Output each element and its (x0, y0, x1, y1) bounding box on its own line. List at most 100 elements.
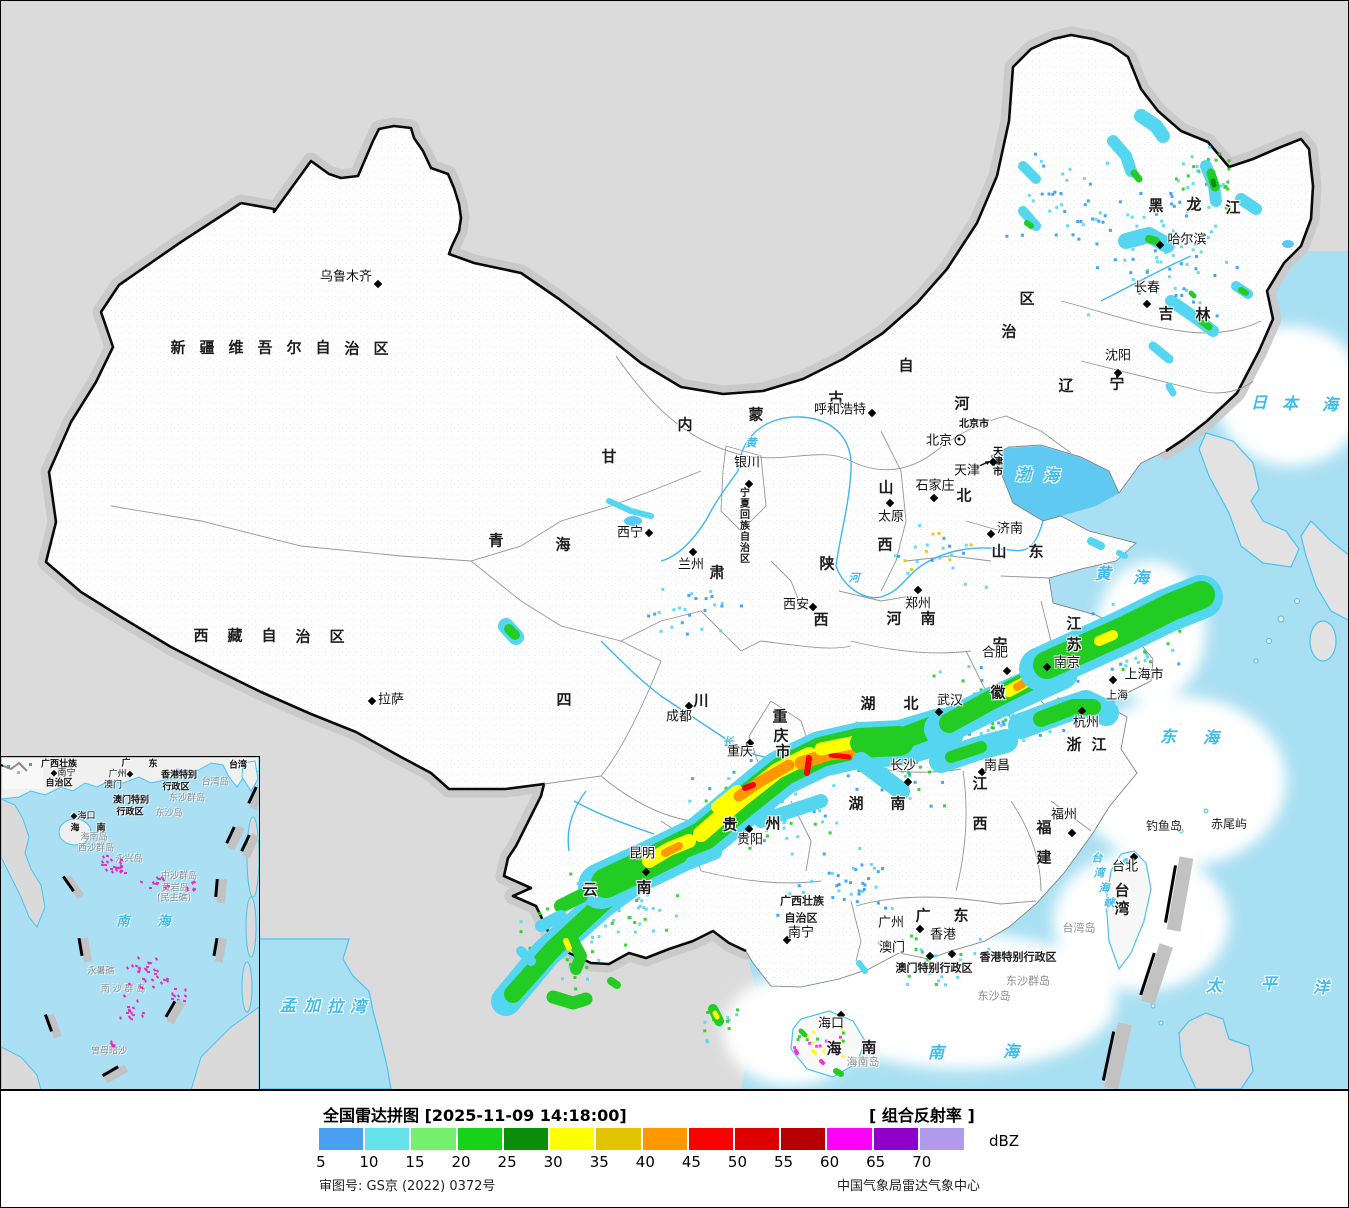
legend-cell-10 (365, 1128, 410, 1150)
inset-label: 永暑礁 (87, 966, 115, 977)
echo-speckle (867, 877, 871, 881)
echo-speckle (1153, 249, 1157, 253)
legend-cell-20 (457, 1128, 502, 1150)
echo-speckle (1219, 184, 1223, 188)
reef-speck (131, 1013, 135, 1016)
echo-speckle (917, 787, 921, 791)
legend-tick-65: 65 (866, 1153, 886, 1171)
echo-speckle (794, 792, 798, 796)
legend-tick-15: 15 (405, 1153, 425, 1171)
echo-speckle (903, 559, 907, 563)
echo-blob (607, 977, 621, 989)
reef-speck (140, 1014, 144, 1018)
echo-speckle (1196, 271, 1200, 275)
reef-speck (183, 993, 187, 998)
echo-speckle (925, 958, 929, 962)
echo-speckle (959, 952, 963, 956)
echo-speckle (812, 1030, 816, 1034)
echo-speckle (748, 846, 752, 850)
echo-speckle (844, 879, 848, 883)
china-radar-map: 新疆维吾尔自治区西藏自治区青海甘肃陕西山西河北山东河南内蒙古自治区黑龙江吉林辽宁… (1, 1, 1348, 1089)
echo-blob (661, 842, 683, 857)
echo-speckle (1214, 158, 1218, 162)
echo-blob (1210, 178, 1217, 188)
echo-speckle (1131, 278, 1135, 282)
echo-blob (1087, 537, 1105, 550)
echo-speckle (880, 788, 884, 792)
echo-speckle (688, 799, 692, 803)
echo-speckle (936, 961, 940, 965)
echo-speckle (1060, 203, 1064, 207)
echo-speckle (906, 571, 910, 575)
echo-speckle (546, 907, 550, 911)
echo-speckle (938, 670, 942, 674)
echo-blob (733, 759, 795, 802)
echo-speckle (1139, 191, 1143, 195)
echo-blob (711, 785, 743, 813)
legend-tick-5: 5 (316, 1153, 326, 1171)
echo-speckle (785, 836, 789, 840)
echo-speckle (1077, 237, 1081, 241)
echo-speckle (997, 721, 1001, 725)
echo-speckle (1166, 642, 1170, 646)
echo-speckle (841, 1039, 845, 1043)
echo-speckle (727, 1018, 731, 1022)
echo-speckle (528, 946, 532, 950)
echo-speckle (657, 611, 661, 615)
echo-speckle (1005, 234, 1009, 238)
reef-speck (173, 987, 177, 990)
echo-speckle (652, 929, 656, 933)
echo-speckle (890, 906, 894, 910)
echo-speckle (1081, 223, 1085, 227)
echo-speckle (796, 835, 800, 839)
echo-speckle (796, 1037, 800, 1041)
echo-speckle (1083, 177, 1087, 181)
echo-speckle (932, 674, 936, 678)
echo-speckle (1182, 287, 1186, 291)
echo-speckle (638, 922, 642, 926)
echo-speckle (862, 887, 866, 891)
legend-unit: dBZ (989, 1132, 1020, 1150)
echo-speckle (823, 814, 827, 818)
echo-speckle (1171, 229, 1175, 233)
echo-speckle (1059, 191, 1063, 195)
reef-speck (126, 1005, 130, 1008)
echo-speckle (1208, 145, 1212, 149)
map-license-number: 审图号: GS京 (2022) 0372号 (319, 1179, 496, 1194)
echo-speckle (828, 831, 832, 835)
echo-blob (1197, 317, 1213, 331)
echo-speckle (851, 866, 855, 870)
echo-speckle (1221, 183, 1225, 187)
echo-speckle (979, 732, 983, 736)
echo-speckle (941, 546, 945, 550)
echo-speckle (735, 1013, 739, 1017)
echo-blob (1148, 341, 1174, 364)
echo-speckle (694, 597, 698, 601)
echo-speckle (736, 1008, 740, 1012)
echo-speckle (727, 777, 731, 781)
echo-speckle (586, 977, 590, 981)
echo-speckle (902, 969, 906, 973)
echo-speckle (1130, 215, 1134, 219)
echo-speckle (627, 916, 631, 920)
echo-speckle (1091, 612, 1095, 616)
echo-speckle (1161, 224, 1165, 228)
echo-speckle (1159, 260, 1163, 264)
echo-blob (685, 847, 722, 869)
echo-speckle (837, 883, 841, 887)
echo-speckle (924, 549, 928, 553)
echo-speckle (822, 852, 826, 856)
echo-speckle (820, 820, 824, 824)
echo-speckle (633, 930, 637, 934)
echo-speckle (642, 905, 646, 909)
echo-speckle (815, 1037, 819, 1041)
inset-label: 南 沙 群 岛 (100, 984, 146, 995)
echo-speckle (1206, 236, 1210, 240)
reef-speck (148, 887, 152, 890)
echo-speckle (986, 728, 990, 732)
echo-blob (554, 889, 588, 913)
echo-speckle (1227, 159, 1231, 163)
echo-speckle (1113, 258, 1117, 262)
map-legend-divider (1, 1089, 1348, 1091)
legend-tick-35: 35 (589, 1153, 609, 1171)
